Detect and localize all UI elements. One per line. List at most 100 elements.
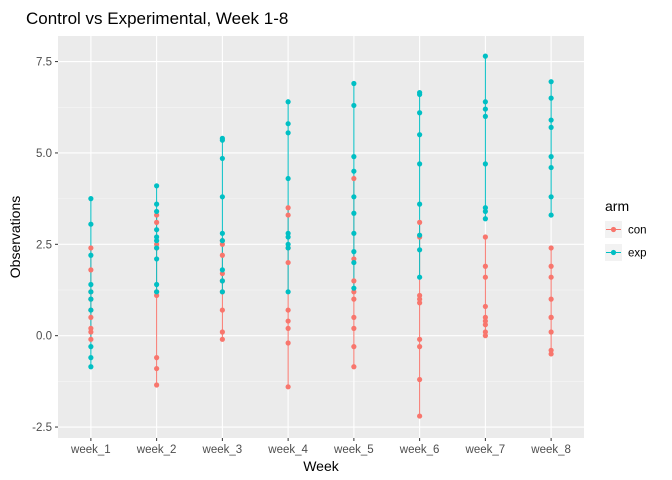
data-point-exp — [88, 221, 94, 227]
data-point-exp — [417, 91, 423, 98]
data-point-exp — [482, 53, 488, 59]
data-point-con — [351, 278, 357, 284]
x-tick-label: week_7 — [465, 444, 506, 456]
data-point-exp — [417, 274, 423, 280]
data-point-exp — [154, 256, 160, 262]
data-point-con — [285, 325, 291, 331]
data-point-exp — [219, 238, 225, 244]
data-point-con — [482, 303, 488, 310]
data-point-exp — [548, 194, 554, 200]
data-point-con — [285, 205, 291, 211]
legend-point-con — [610, 226, 617, 233]
data-point-con — [417, 296, 423, 302]
data-point-con — [482, 234, 488, 240]
data-point-con — [351, 314, 357, 320]
x-tick-label: week_1 — [70, 444, 111, 456]
data-point-con — [285, 307, 291, 313]
data-point-exp — [285, 230, 291, 236]
data-point-con — [88, 314, 94, 320]
data-point-exp — [482, 99, 488, 105]
data-point-exp — [351, 102, 357, 109]
data-point-exp — [285, 130, 291, 136]
data-point-exp — [417, 247, 423, 253]
data-point-exp — [285, 241, 291, 247]
data-point-exp — [548, 124, 554, 130]
data-point-con — [482, 263, 488, 269]
data-point-con — [351, 256, 357, 262]
legend-title: arm — [605, 198, 629, 214]
data-point-exp — [351, 194, 357, 200]
data-point-con — [154, 382, 160, 388]
data-point-con — [482, 333, 488, 339]
data-point-exp — [88, 355, 94, 361]
x-axis: week_1 week_2 week_3 week_4 week_5 week_6 week… — [70, 438, 571, 456]
data-point-con — [548, 296, 554, 302]
data-point-con — [417, 336, 423, 342]
series-layer — [88, 53, 554, 419]
data-point-exp — [548, 164, 554, 171]
chart-title: Control vs Experimental, Week 1-8 — [26, 9, 288, 28]
data-point-con — [548, 347, 554, 353]
data-point-con — [482, 329, 488, 335]
data-point-exp — [285, 99, 291, 105]
data-point-con — [154, 241, 160, 247]
legend-label-con: con — [628, 225, 647, 237]
points-exp — [88, 53, 554, 370]
data-point-exp — [219, 155, 225, 162]
data-point-con — [219, 252, 225, 258]
data-point-exp — [482, 113, 488, 119]
y-tick-label: -2.5 — [32, 422, 52, 434]
data-point-con — [219, 329, 225, 335]
data-point-exp — [285, 121, 291, 127]
data-point-exp — [219, 267, 225, 273]
data-point-exp — [285, 175, 291, 182]
data-point-con — [219, 270, 225, 277]
data-point-con — [548, 314, 554, 320]
x-tick-label: week_4 — [267, 444, 308, 456]
x-tick-label: week_3 — [202, 444, 243, 456]
legend-point-exp — [610, 249, 617, 256]
data-point-con — [219, 307, 225, 313]
data-point-con — [548, 329, 554, 335]
data-point-con — [417, 292, 423, 299]
x-tick-label: week_6 — [399, 444, 440, 456]
data-point-con — [351, 296, 357, 302]
plot-panel — [58, 36, 584, 438]
data-point-exp — [351, 210, 357, 216]
data-point-con — [219, 336, 225, 342]
data-point-con — [482, 274, 488, 280]
data-point-exp — [482, 205, 488, 211]
x-tick-label: week_8 — [530, 444, 571, 456]
data-point-exp — [351, 154, 357, 160]
data-point-exp — [351, 230, 357, 236]
data-point-con — [154, 355, 160, 361]
data-point-exp — [219, 194, 225, 200]
data-point-exp — [482, 208, 488, 215]
data-point-con — [417, 219, 423, 225]
data-point-exp — [219, 137, 225, 143]
y-tick-label: 7.5 — [36, 57, 52, 69]
legend: arm con exp — [605, 198, 647, 261]
data-point-con — [285, 259, 291, 266]
data-point-exp — [88, 296, 94, 302]
data-point-con — [351, 289, 357, 295]
data-point-con — [285, 384, 291, 390]
data-point-exp — [154, 227, 160, 233]
data-point-exp — [482, 161, 488, 167]
data-point-con — [351, 344, 357, 350]
data-point-exp — [154, 208, 160, 215]
data-point-exp — [351, 80, 357, 87]
data-point-exp — [88, 307, 94, 313]
data-point-exp — [154, 234, 160, 240]
data-point-exp — [219, 278, 225, 284]
data-point-exp — [548, 95, 554, 101]
x-tick-label: week_5 — [333, 444, 374, 456]
data-point-con — [482, 318, 488, 324]
y-axis-title: Observations — [7, 196, 23, 278]
data-point-exp — [88, 196, 94, 202]
x-axis-title: Week — [303, 458, 340, 474]
data-point-exp — [88, 344, 94, 350]
data-point-con — [417, 376, 423, 383]
data-point-exp — [285, 289, 291, 295]
